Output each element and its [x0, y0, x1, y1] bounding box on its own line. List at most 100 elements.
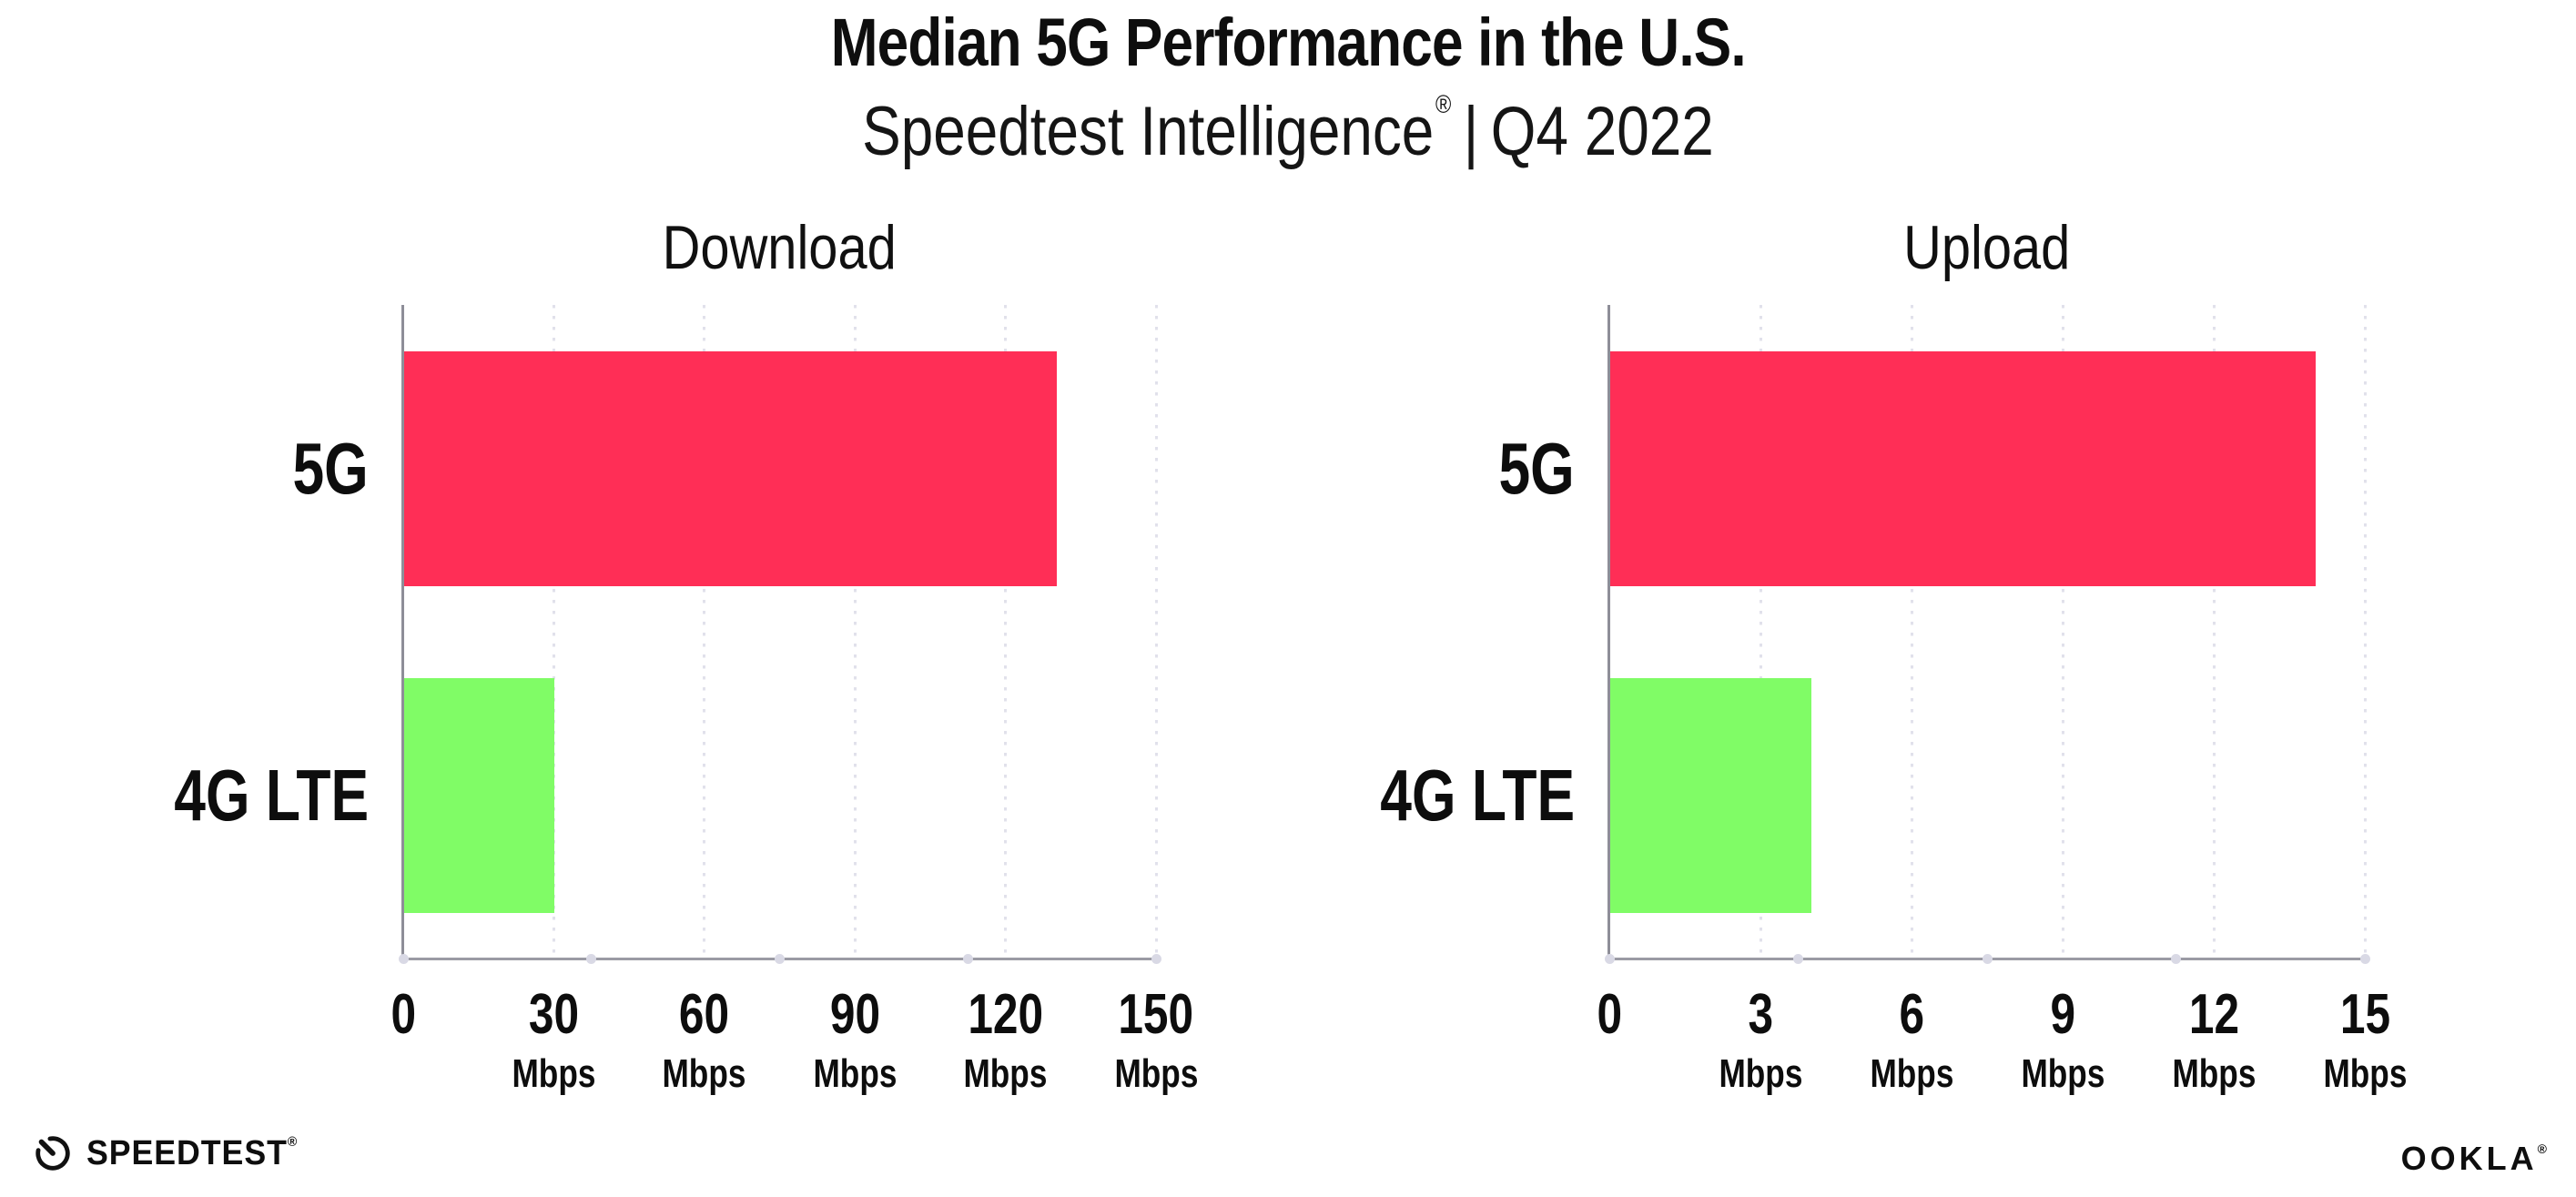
bar-upload-4g-lte: [1610, 678, 1811, 913]
category-label-text-upload-5g: 5G: [1498, 428, 1575, 509]
x-tick-download-60: 60 Mbps: [614, 987, 796, 1094]
bar-upload-5g: [1610, 351, 2316, 586]
chart-title-upload: Upload: [1609, 217, 2365, 279]
x-tick-value-text: 15: [2339, 983, 2390, 1046]
x-tick-upload-0: 0: [1518, 987, 1700, 1043]
x-tick-value-download-0: 0: [312, 987, 494, 1043]
x-tick-value-text: 9: [2050, 983, 2075, 1046]
ookla-wordmark: OOKLA®: [2401, 1140, 2547, 1177]
x-tick-value-text: 3: [1748, 983, 1773, 1046]
x-tick-upload-3: 3 Mbps: [1669, 987, 1851, 1094]
x-tick-unit-upload-6: Mbps: [1820, 1054, 2003, 1094]
axis-minor-tick-dot-upload-2: [1982, 954, 1993, 964]
x-tick-value-upload-9: 9: [1972, 987, 2154, 1043]
x-tick-unit-text: Mbps: [2172, 1051, 2256, 1096]
bar-download-5g: [404, 351, 1057, 586]
x-tick-upload-12: 12 Mbps: [2123, 987, 2305, 1094]
x-tick-unit-download-120: Mbps: [915, 1054, 1097, 1094]
x-tick-upload-15: 15 Mbps: [2274, 987, 2456, 1094]
axis-minor-tick-dot-upload-1: [1793, 954, 1803, 964]
x-tick-value-text: 12: [2188, 983, 2239, 1046]
category-label-download-5g: 5G: [0, 431, 369, 507]
chart-title-download: Download: [403, 217, 1156, 279]
y-axis-upload: [1607, 305, 1610, 961]
x-tick-unit-download-30: Mbps: [462, 1054, 644, 1094]
x-tick-download-150: 150 Mbps: [1065, 987, 1247, 1094]
x-tick-unit-upload-15: Mbps: [2274, 1054, 2456, 1094]
x-tick-unit-upload-3: Mbps: [1669, 1054, 1851, 1094]
x-tick-unit-download-150: Mbps: [1065, 1054, 1247, 1094]
speedtest-registered-mark: ®: [287, 1133, 299, 1150]
ookla-registered-mark: ®: [2537, 1141, 2547, 1156]
category-label-text-download-5g: 5G: [292, 428, 369, 509]
page-title: Median 5G Performance in the U.S.: [0, 7, 2576, 78]
y-axis-download: [401, 305, 404, 961]
axis-minor-tick-dot-upload-0: [1604, 954, 1615, 964]
x-tick-value-text: 0: [390, 983, 416, 1046]
gridline-upload-3: [1759, 305, 1762, 959]
x-tick-value-text: 6: [1899, 983, 1924, 1046]
ookla-label: OOKLA: [2400, 1140, 2538, 1177]
axis-minor-tick-dot-download-4: [1151, 954, 1161, 964]
gridline-download-30: [552, 305, 555, 959]
x-tick-value-download-60: 60: [614, 987, 796, 1043]
gridline-download-150: [1154, 305, 1158, 959]
gridline-upload-12: [2212, 305, 2216, 959]
registered-mark: ®: [1435, 90, 1452, 118]
axis-minor-tick-dot-upload-3: [2171, 954, 2181, 964]
gridline-download-60: [703, 305, 706, 959]
x-tick-value-text: 0: [1597, 983, 1622, 1046]
speedtest-logo: SPEEDTEST®: [32, 1132, 311, 1174]
axis-minor-tick-dot-download-2: [775, 954, 785, 964]
speedtest-wordmark: SPEEDTEST®: [86, 1134, 311, 1173]
subtitle-separator: |: [1463, 93, 1479, 170]
chart-title-text-download: Download: [662, 213, 898, 282]
speedtest-gauge-icon: [35, 1136, 70, 1171]
x-tick-value-upload-12: 12: [2123, 987, 2305, 1043]
x-tick-unit-text: Mbps: [963, 1051, 1048, 1096]
x-tick-value-text: 30: [528, 983, 579, 1046]
x-tick-value-text: 90: [829, 983, 880, 1046]
x-tick-download-0: 0: [312, 987, 494, 1043]
axis-minor-tick-dot-download-3: [962, 954, 973, 964]
speedtest-label: SPEEDTEST: [86, 1133, 288, 1172]
x-tick-unit-text: Mbps: [512, 1051, 596, 1096]
x-tick-value-upload-6: 6: [1820, 987, 2003, 1043]
x-tick-upload-6: 6 Mbps: [1820, 987, 2003, 1094]
x-tick-download-30: 30 Mbps: [462, 987, 644, 1094]
x-tick-unit-text: Mbps: [2021, 1051, 2104, 1096]
x-tick-value-upload-0: 0: [1518, 987, 1700, 1043]
x-tick-unit-text: Mbps: [1719, 1051, 1802, 1096]
x-tick-unit-text: Mbps: [1870, 1051, 1953, 1096]
x-tick-download-120: 120 Mbps: [915, 987, 1097, 1094]
subtitle-period: Q4 2022: [1490, 93, 1714, 170]
x-tick-value-download-150: 150: [1065, 987, 1247, 1043]
gridline-upload-15: [2363, 305, 2367, 959]
x-tick-upload-9: 9 Mbps: [1972, 987, 2154, 1094]
page-subtitle-text: Speedtest Intelligence® | Q4 2022: [862, 90, 1714, 170]
x-tick-value-download-30: 30: [462, 987, 644, 1043]
x-tick-value-text: 60: [679, 983, 730, 1046]
x-tick-unit-text: Mbps: [813, 1051, 898, 1096]
category-label-text-upload-4g-lte: 4G LTE: [1380, 755, 1575, 836]
category-label-text-download-4g-lte: 4G LTE: [174, 755, 369, 836]
axis-minor-tick-dot-download-1: [586, 954, 597, 964]
gridline-download-120: [1004, 305, 1008, 959]
x-tick-unit-download-60: Mbps: [614, 1054, 796, 1094]
category-label-upload-4g-lte: 4G LTE: [1192, 757, 1575, 834]
x-tick-unit-download-90: Mbps: [764, 1054, 946, 1094]
x-tick-value-text: 150: [1118, 983, 1194, 1046]
chart-title-text-upload: Upload: [1903, 213, 2071, 282]
x-tick-unit-text: Mbps: [1114, 1051, 1198, 1096]
bar-download-4g-lte: [404, 678, 554, 913]
x-tick-download-90: 90 Mbps: [764, 987, 946, 1094]
x-tick-value-download-90: 90: [764, 987, 946, 1043]
x-tick-unit-upload-12: Mbps: [2123, 1054, 2305, 1094]
x-tick-value-upload-3: 3: [1669, 987, 1851, 1043]
page-subtitle: Speedtest Intelligence® | Q4 2022: [0, 90, 2576, 170]
axis-minor-tick-dot-download-0: [398, 954, 409, 964]
category-label-upload-5g: 5G: [1192, 431, 1575, 507]
x-tick-unit-text: Mbps: [2323, 1051, 2407, 1096]
